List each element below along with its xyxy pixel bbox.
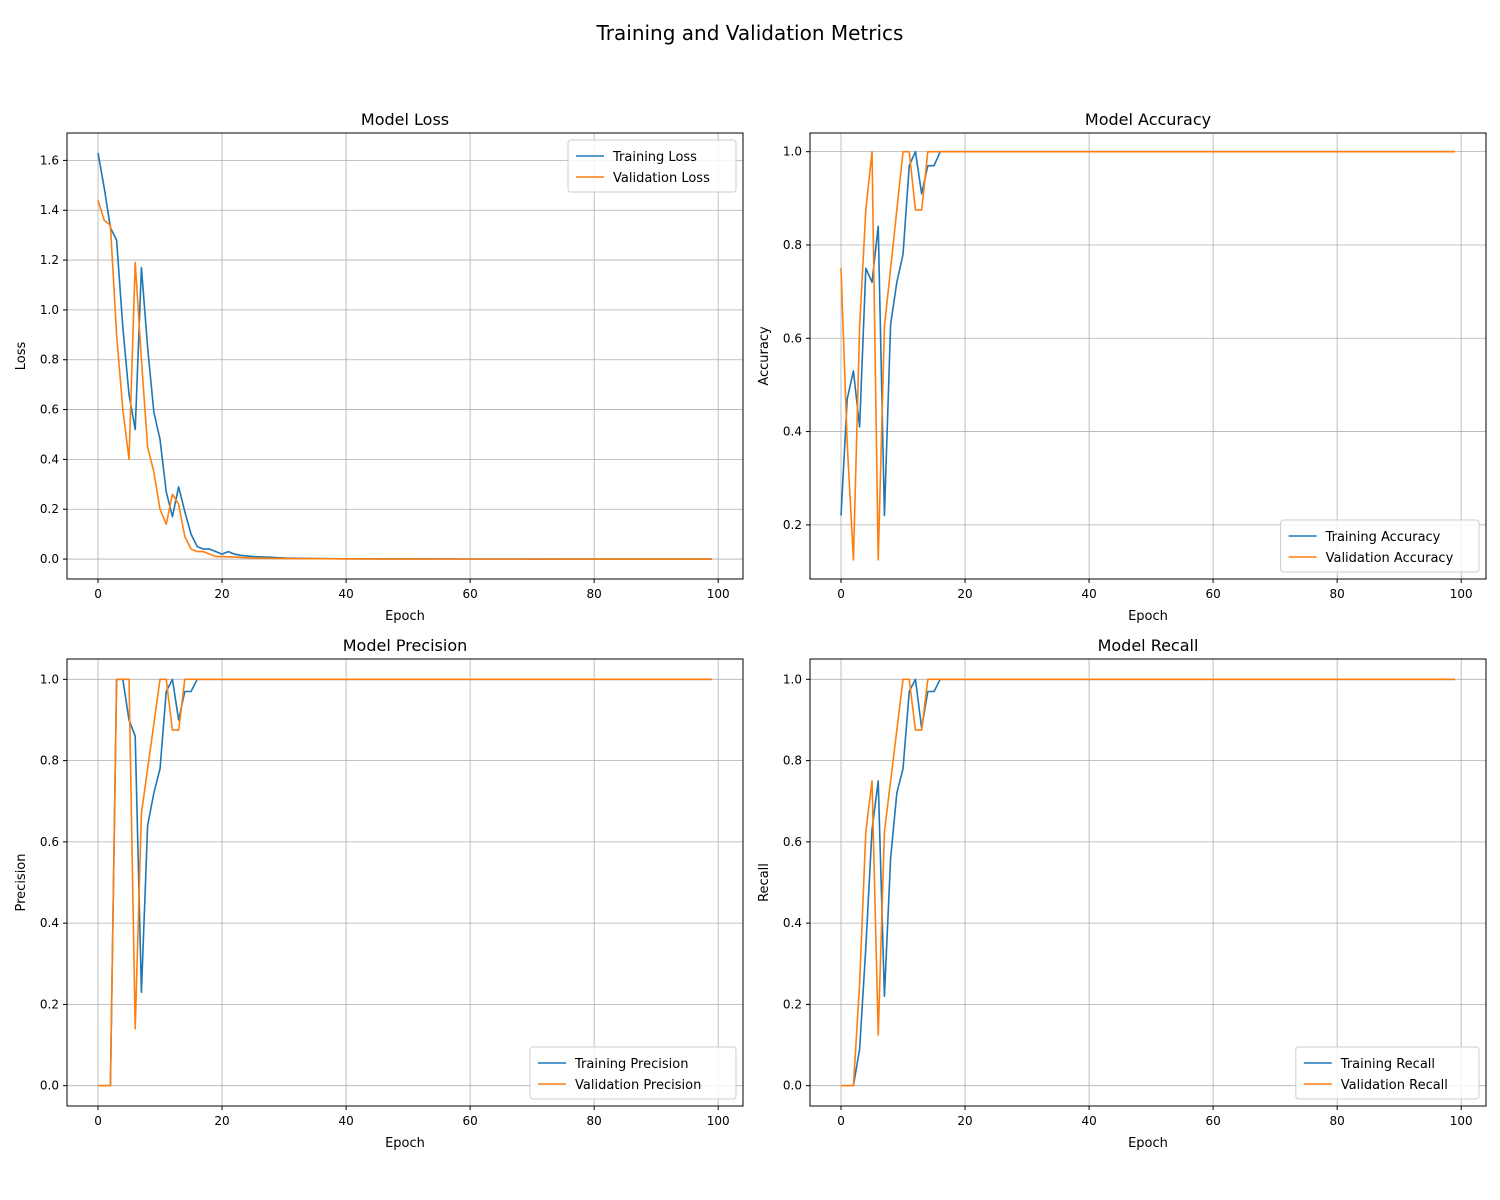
series-line-training xyxy=(840,150,1455,517)
x-tick-label: 100 xyxy=(1450,587,1473,601)
y-tick-label: 0.6 xyxy=(783,835,802,849)
y-tick-label: 0.2 xyxy=(783,997,802,1011)
x-tick-label: 0 xyxy=(837,1114,845,1128)
legend-label: Validation Loss xyxy=(613,171,710,186)
legend-label: Training Accuracy xyxy=(1325,530,1441,545)
y-tick-label: 0.2 xyxy=(40,997,59,1011)
y-axis-label: Recall xyxy=(757,863,772,902)
chart-title: Model Accuracy xyxy=(1085,110,1211,129)
y-tick-label: 0.4 xyxy=(40,916,59,930)
axes-frame xyxy=(809,132,1487,580)
x-tick-label: 100 xyxy=(707,587,730,601)
y-tick-label: 0.8 xyxy=(783,754,802,768)
legend: Training Loss Validation Loss xyxy=(567,139,737,193)
x-tick-label: 0 xyxy=(94,1114,102,1128)
x-tick-label: 60 xyxy=(462,587,477,601)
y-tick-label: 0.8 xyxy=(40,353,59,367)
y-tick-label: 0.0 xyxy=(40,552,59,566)
y-axis-label: Precision xyxy=(14,853,29,911)
legend: Training Recall Validation Recall xyxy=(1295,1046,1480,1100)
y-tick-label: 0.4 xyxy=(783,425,802,439)
y-tick-label: 0.4 xyxy=(40,452,59,466)
series-line-validation xyxy=(840,150,1455,561)
x-tick-label: 40 xyxy=(338,1114,353,1128)
figure-title: Training and Validation Metrics xyxy=(596,21,904,45)
x-tick-label: 80 xyxy=(1330,587,1345,601)
x-tick-label: 20 xyxy=(957,1114,972,1128)
legend-box xyxy=(567,139,737,193)
x-axis-label: Epoch xyxy=(1128,1136,1168,1151)
axes-frame xyxy=(66,658,744,1107)
x-tick-label: 80 xyxy=(587,587,602,601)
y-tick-label: 0.6 xyxy=(783,331,802,345)
x-tick-label: 0 xyxy=(94,587,102,601)
chart-title: Model Loss xyxy=(361,110,449,129)
legend-label: Validation Accuracy xyxy=(1326,551,1454,566)
y-tick-label: 0.6 xyxy=(40,835,59,849)
y-tick-label: 0.6 xyxy=(40,403,59,417)
x-tick-label: 100 xyxy=(707,1114,730,1128)
x-tick-label: 100 xyxy=(1450,1114,1473,1128)
y-tick-label: 1.0 xyxy=(40,672,59,686)
legend-label: Training Precision xyxy=(574,1057,688,1072)
y-tick-label: 1.0 xyxy=(783,672,802,686)
x-tick-label: 0 xyxy=(837,587,845,601)
chart-panel: 0 20 40 60 80 100 0.0 0.2 0.4 0.6 0.8 1.0 Model Reca… xyxy=(757,636,1487,1151)
y-tick-label: 1.4 xyxy=(40,203,59,217)
x-axis-label: Epoch xyxy=(1128,609,1168,624)
y-tick-label: 1.2 xyxy=(40,253,59,267)
y-tick-label: 0.2 xyxy=(783,518,802,532)
chart-title: Model Recall xyxy=(1098,636,1199,655)
y-tick-label: 0.8 xyxy=(783,238,802,252)
y-tick-label: 1.6 xyxy=(40,153,59,167)
axes-frame xyxy=(66,132,744,580)
y-tick-label: 0.4 xyxy=(783,916,802,930)
legend-label: Validation Recall xyxy=(1341,1078,1448,1093)
y-tick-label: 1.0 xyxy=(783,145,802,159)
x-axis-label: Epoch xyxy=(385,1136,425,1151)
chart-panel: 0 20 40 60 80 100 0.0 0.2 0.4 0.6 0.8 1.0 Model Prec… xyxy=(14,636,744,1151)
y-tick-label: 0.0 xyxy=(40,1079,59,1093)
legend-box xyxy=(1295,1046,1480,1100)
legend-label: Validation Precision xyxy=(575,1078,701,1093)
y-axis-label: Loss xyxy=(14,342,29,371)
chart-panel: 0 20 40 60 80 100 0.0 0.2 0.4 0.6 0.8 1.0 1.2 1.4 1.6 M… xyxy=(14,110,744,624)
y-tick-label: 0.8 xyxy=(40,754,59,768)
y-tick-label: 0.2 xyxy=(40,502,59,516)
legend-label: Training Recall xyxy=(1340,1057,1435,1072)
series-line-training xyxy=(97,152,712,560)
x-tick-label: 80 xyxy=(587,1114,602,1128)
x-tick-label: 40 xyxy=(1081,587,1096,601)
x-tick-label: 60 xyxy=(1205,587,1220,601)
chart-panel: 0 20 40 60 80 100 0.2 0.4 0.6 0.8 1.0 Model Accurac… xyxy=(757,110,1487,624)
y-axis-label: Accuracy xyxy=(757,326,772,386)
x-tick-label: 20 xyxy=(214,587,229,601)
legend-label: Training Loss xyxy=(612,150,697,165)
y-tick-label: 0.0 xyxy=(783,1079,802,1093)
x-tick-label: 60 xyxy=(462,1114,477,1128)
x-tick-label: 40 xyxy=(1081,1114,1096,1128)
legend-box xyxy=(529,1046,737,1100)
legend: Training Precision Validation Precision xyxy=(529,1046,737,1100)
x-tick-label: 20 xyxy=(214,1114,229,1128)
series-line-validation xyxy=(98,678,712,1087)
series-line-training xyxy=(841,678,1455,1087)
series-line-training xyxy=(98,678,712,1087)
x-tick-label: 40 xyxy=(338,587,353,601)
series-line-validation xyxy=(841,678,1455,1087)
axes-frame xyxy=(809,658,1487,1107)
series-line-validation xyxy=(97,200,712,560)
x-tick-label: 80 xyxy=(1330,1114,1345,1128)
legend: Training Accuracy Validation Accuracy xyxy=(1280,519,1480,573)
legend-box xyxy=(1280,519,1480,573)
chart-title: Model Precision xyxy=(343,636,468,655)
y-tick-label: 1.0 xyxy=(40,303,59,317)
x-axis-label: Epoch xyxy=(385,609,425,624)
x-tick-label: 20 xyxy=(957,587,972,601)
x-tick-label: 60 xyxy=(1205,1114,1220,1128)
